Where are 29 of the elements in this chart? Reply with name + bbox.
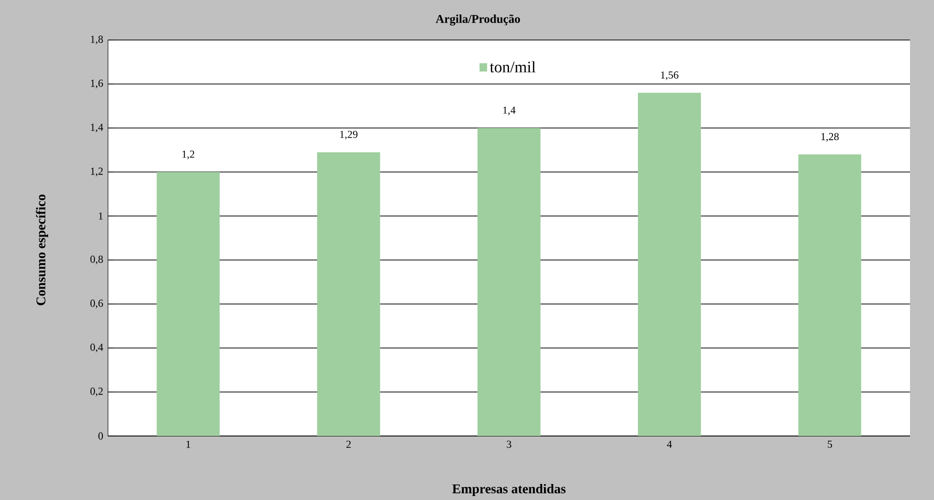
y-axis-title: Consumo específico	[36, 194, 48, 306]
y-tick-label: 0	[98, 432, 103, 440]
bar	[638, 92, 701, 436]
x-axis-title: Empresas atendidas	[452, 484, 566, 496]
chart-title: Argila/Produção	[436, 14, 520, 26]
y-tick-label: 0,8	[90, 255, 103, 264]
y-tick-label: 1,4	[90, 123, 104, 132]
x-tick-label: 5	[828, 440, 832, 448]
y-tick-label: 0,6	[90, 299, 103, 308]
bar	[317, 152, 380, 436]
bar	[478, 128, 541, 436]
data-label: 1,2	[182, 150, 194, 160]
data-label: 1,56	[661, 71, 678, 80]
y-tick-label: 1,8	[90, 35, 103, 44]
data-label: 1,28	[821, 132, 839, 142]
bar	[156, 172, 220, 436]
legend-label: ton/mil	[490, 60, 536, 72]
y-tick-label: 0,2	[90, 387, 103, 396]
y-tick-label: 1,6	[90, 79, 103, 88]
data-label: 1,29	[340, 130, 358, 140]
y-tick-label: 0,4	[90, 343, 104, 352]
bar	[798, 154, 862, 436]
y-tick-label: 1	[98, 212, 103, 220]
x-tick-label: 1	[186, 440, 190, 448]
x-tick-label: 4	[666, 440, 672, 448]
y-tick-label: 1,2	[90, 167, 103, 176]
x-tick-label: 3	[506, 440, 512, 448]
x-tick-label: 2	[346, 440, 351, 448]
data-label: 1,4	[503, 106, 516, 116]
